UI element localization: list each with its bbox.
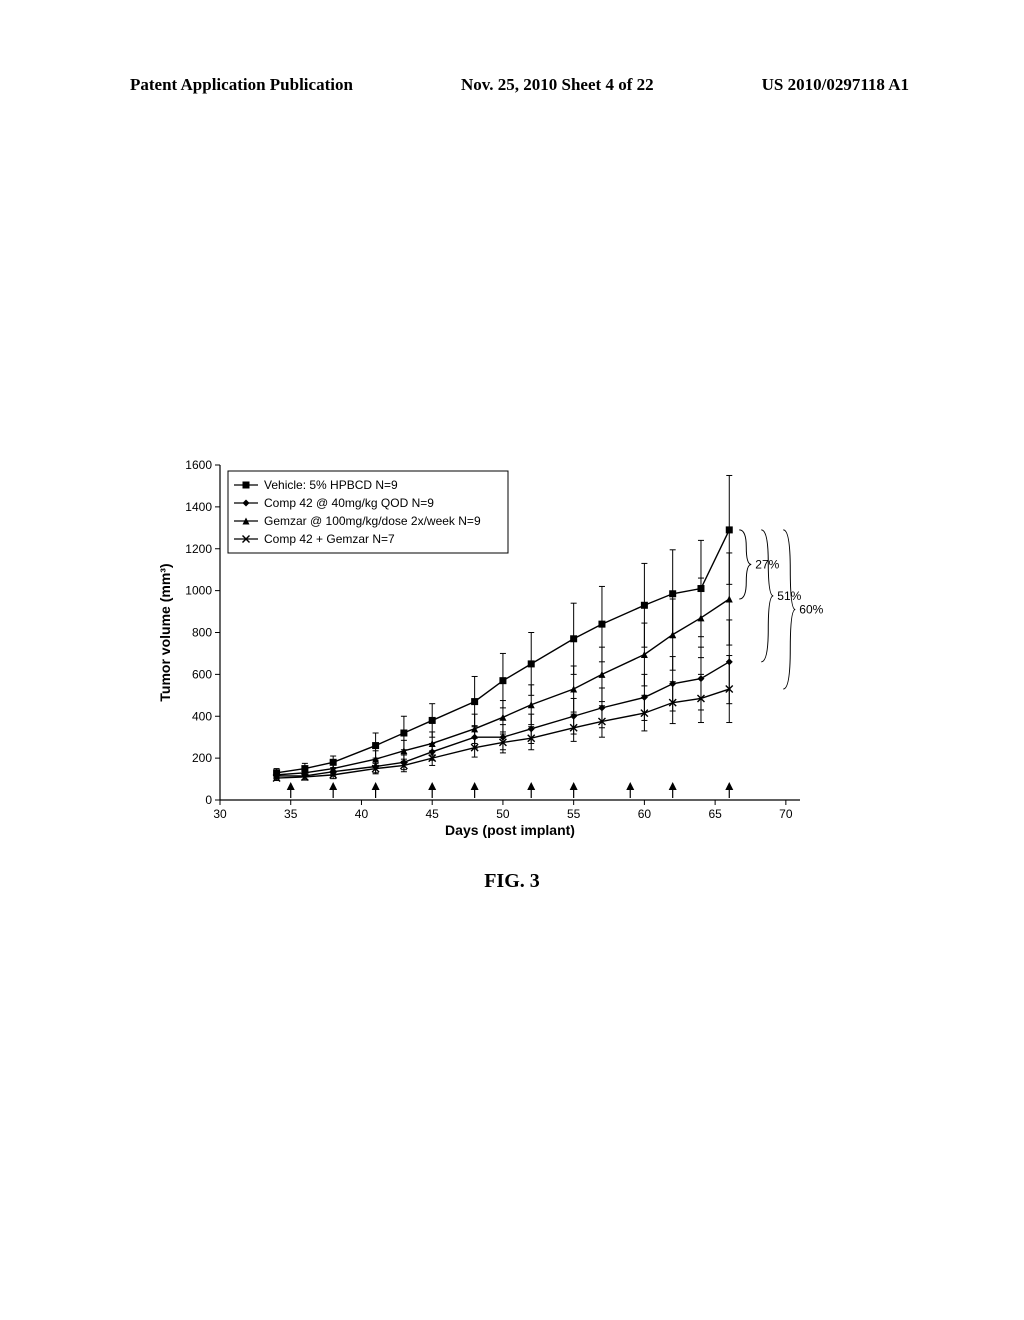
svg-text:Vehicle: 5% HPBCD N=9: Vehicle: 5% HPBCD N=9 bbox=[264, 478, 398, 492]
figure-caption: FIG. 3 bbox=[0, 870, 1024, 893]
chart-svg: 30 35 40 45 50 55 60 65 70 0 200 400 600 800 1000 1200 1… bbox=[150, 455, 890, 845]
svg-text:60%: 60% bbox=[799, 602, 823, 616]
svg-text:Gemzar @ 100mg/kg/dose 2x/week: Gemzar @ 100mg/kg/dose 2x/week N=9 bbox=[264, 514, 481, 528]
svg-text:Comp 42 @ 40mg/kg QOD N=9: Comp 42 @ 40mg/kg QOD N=9 bbox=[264, 496, 434, 510]
svg-text:0: 0 bbox=[205, 793, 212, 807]
header-right: US 2010/0297118 A1 bbox=[762, 75, 909, 95]
svg-text:70: 70 bbox=[779, 807, 793, 821]
svg-text:45: 45 bbox=[426, 807, 440, 821]
header-left: Patent Application Publication bbox=[130, 75, 353, 95]
svg-text:1600: 1600 bbox=[185, 458, 212, 472]
svg-text:30: 30 bbox=[213, 807, 227, 821]
svg-text:1200: 1200 bbox=[185, 542, 212, 556]
svg-text:40: 40 bbox=[355, 807, 369, 821]
svg-text:50: 50 bbox=[496, 807, 510, 821]
svg-text:60: 60 bbox=[638, 807, 652, 821]
svg-text:Tumor volume (mm³): Tumor volume (mm³) bbox=[157, 563, 173, 701]
page-header: Patent Application Publication Nov. 25, … bbox=[0, 75, 1024, 95]
svg-text:400: 400 bbox=[192, 709, 212, 723]
svg-text:55: 55 bbox=[567, 807, 581, 821]
svg-text:800: 800 bbox=[192, 626, 212, 640]
svg-text:Comp 42 + Gemzar N=7: Comp 42 + Gemzar N=7 bbox=[264, 532, 395, 546]
svg-text:1000: 1000 bbox=[185, 584, 212, 598]
svg-text:Days (post implant): Days (post implant) bbox=[445, 822, 575, 838]
svg-text:65: 65 bbox=[708, 807, 722, 821]
svg-text:51%: 51% bbox=[777, 589, 801, 603]
header-center: Nov. 25, 2010 Sheet 4 of 22 bbox=[461, 75, 654, 95]
svg-text:600: 600 bbox=[192, 667, 212, 681]
tumor-volume-chart: 30 35 40 45 50 55 60 65 70 0 200 400 600 800 1000 1200 1… bbox=[150, 455, 890, 845]
svg-text:200: 200 bbox=[192, 751, 212, 765]
svg-text:1400: 1400 bbox=[185, 500, 212, 514]
svg-text:35: 35 bbox=[284, 807, 298, 821]
svg-text:27%: 27% bbox=[755, 557, 779, 571]
